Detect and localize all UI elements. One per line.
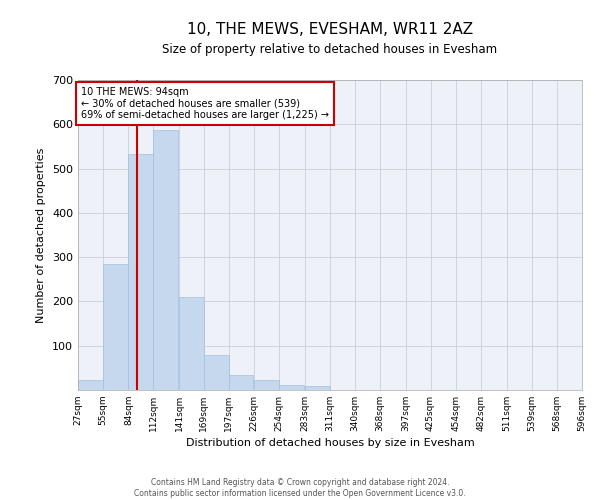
Bar <box>279 385 304 390</box>
Bar <box>179 296 204 390</box>
Text: Contains HM Land Registry data © Crown copyright and database right 2024.
Contai: Contains HM Land Registry data © Crown c… <box>134 478 466 498</box>
Bar <box>254 380 279 390</box>
Bar <box>128 154 153 390</box>
Text: 10, THE MEWS, EVESHAM, WR11 2AZ: 10, THE MEWS, EVESHAM, WR11 2AZ <box>187 22 473 38</box>
Bar <box>204 355 229 390</box>
Text: Size of property relative to detached houses in Evesham: Size of property relative to detached ho… <box>163 42 497 56</box>
Bar <box>153 130 178 390</box>
Bar <box>229 375 253 390</box>
Bar <box>78 380 103 390</box>
Bar <box>103 264 128 390</box>
Y-axis label: Number of detached properties: Number of detached properties <box>37 148 46 322</box>
X-axis label: Distribution of detached houses by size in Evesham: Distribution of detached houses by size … <box>185 438 475 448</box>
Bar <box>305 386 329 390</box>
Text: 10 THE MEWS: 94sqm
← 30% of detached houses are smaller (539)
69% of semi-detach: 10 THE MEWS: 94sqm ← 30% of detached hou… <box>80 86 329 120</box>
